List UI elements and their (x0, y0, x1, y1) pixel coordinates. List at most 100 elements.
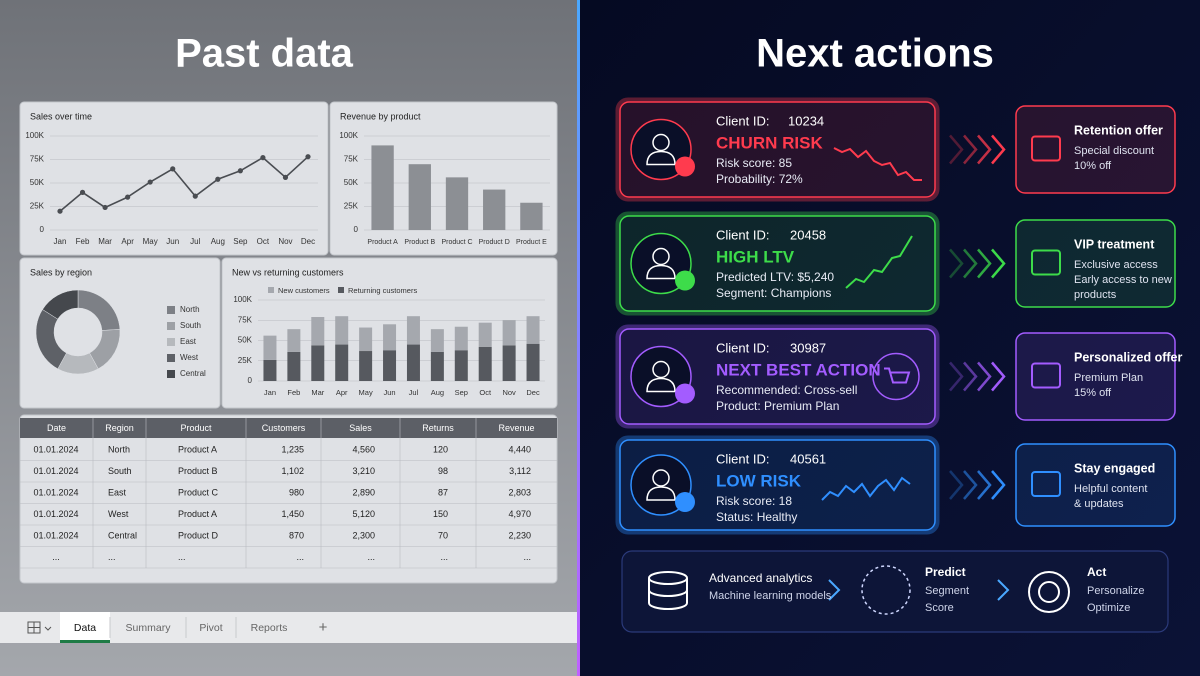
point (215, 176, 221, 182)
table-cell: ... (367, 552, 375, 562)
table-cell: East (108, 487, 127, 497)
icon-part (28, 622, 52, 633)
point (237, 168, 243, 174)
table-cell: 01.01.2024 (33, 444, 78, 454)
arrow (991, 248, 1006, 279)
table-cell: 4,970 (508, 509, 531, 519)
x-tick-label: Product D (479, 239, 510, 246)
table-cell: 2,230 (508, 530, 531, 540)
point (170, 166, 176, 172)
detail: Status: Healthy (716, 510, 797, 524)
offer-line: Helpful content (1074, 483, 1147, 495)
table-cell: 2,300 (352, 530, 375, 540)
x-tick-label: Jan (264, 388, 276, 397)
arrow (991, 361, 1006, 392)
step-line: Segment (925, 585, 969, 597)
tab[interactable]: Data (74, 622, 96, 634)
column-header: Revenue (498, 423, 534, 433)
offer-title: Retention offer (1074, 123, 1163, 137)
offer-line: & updates (1074, 498, 1124, 510)
y-tick-label: 100K (339, 131, 358, 140)
sheet-icon (27, 621, 52, 634)
panel (19, 101, 329, 256)
table-cell: ... (178, 552, 186, 562)
active-underline (60, 640, 110, 643)
status: LOW RISK (716, 471, 802, 490)
y-tick-label: 0 (40, 225, 45, 234)
client-card (619, 101, 936, 198)
step-line: Personalize (1087, 585, 1144, 597)
panel (329, 101, 558, 256)
legend-swatch (167, 370, 175, 378)
card-glow (615, 97, 940, 202)
legend-label: North (180, 305, 200, 314)
sparkline (845, 235, 913, 289)
table-cell: Product A (178, 444, 217, 454)
table-cell: Product C (178, 487, 219, 497)
y-tick-label: 50K (30, 178, 45, 187)
y-tick-label: 0 (354, 225, 359, 234)
offer-title: Personalized offer (1074, 350, 1182, 364)
avatar-head (652, 247, 670, 266)
column-header: Date (47, 423, 66, 433)
offer-line: Special discount (1074, 145, 1154, 157)
client-label: Client ID: (716, 340, 769, 355)
y-tick-label: 100K (25, 131, 44, 140)
line (59, 156, 309, 212)
arrow (963, 470, 978, 500)
legend-label: Central (180, 369, 206, 378)
x-tick-label: Nov (502, 388, 516, 397)
tab[interactable]: Reports (251, 622, 288, 634)
point (79, 189, 86, 195)
client-id: 10234 (788, 113, 824, 128)
status-badge (675, 492, 695, 512)
bar-segment (526, 316, 540, 344)
x-tick-label: Feb (287, 388, 300, 397)
bar-segment (311, 317, 325, 346)
client-id: 20458 (790, 227, 826, 242)
legend-swatch (338, 287, 344, 293)
avatar-head (652, 469, 670, 487)
x-tick-label: Aug (211, 237, 225, 246)
status-badge (675, 156, 695, 177)
offer-box (1015, 332, 1176, 421)
table-cell: 3,112 (509, 466, 531, 476)
x-tick-label: Oct (479, 388, 492, 397)
table-cell: 01.01.2024 (33, 487, 78, 497)
x-tick-label: Nov (278, 237, 292, 246)
bar-segment (359, 327, 373, 352)
offer-box (1015, 443, 1176, 527)
client-label: Client ID: (716, 227, 769, 242)
client-label: Client ID: (716, 113, 769, 128)
status-badge (675, 270, 695, 291)
avatar-head (652, 360, 670, 379)
tab[interactable]: + (319, 619, 328, 636)
offer-box (1015, 219, 1176, 308)
table-cell: 70 (438, 530, 448, 540)
table-cell: 98 (438, 466, 448, 476)
chart-title: Revenue by product (340, 111, 421, 121)
table-cell: Product A (178, 509, 217, 519)
table-cell: West (108, 509, 129, 519)
y-tick-label: 75K (344, 155, 359, 164)
client-card (619, 439, 936, 531)
y-tick-label: 75K (30, 155, 45, 164)
table-cell: 01.01.2024 (33, 466, 78, 476)
sparkline (821, 476, 911, 501)
x-tick-label: Product E (516, 239, 547, 246)
table-cell: 5,120 (352, 509, 375, 519)
bar-segment (383, 324, 397, 351)
legend-label: Returning customers (348, 286, 417, 295)
x-tick-label: May (359, 388, 373, 397)
x-tick-label: Product C (441, 239, 472, 246)
column-header: Sales (349, 423, 372, 433)
offer-icon (1031, 135, 1061, 162)
db-icon (648, 578, 688, 610)
tab[interactable]: Summary (126, 622, 172, 634)
x-tick-label: Jun (383, 388, 395, 397)
arrow (977, 248, 992, 279)
table-cell: 120 (433, 444, 448, 454)
y-tick-label: 25K (238, 356, 253, 365)
client-card (619, 328, 936, 425)
tab[interactable]: Pivot (199, 622, 222, 634)
